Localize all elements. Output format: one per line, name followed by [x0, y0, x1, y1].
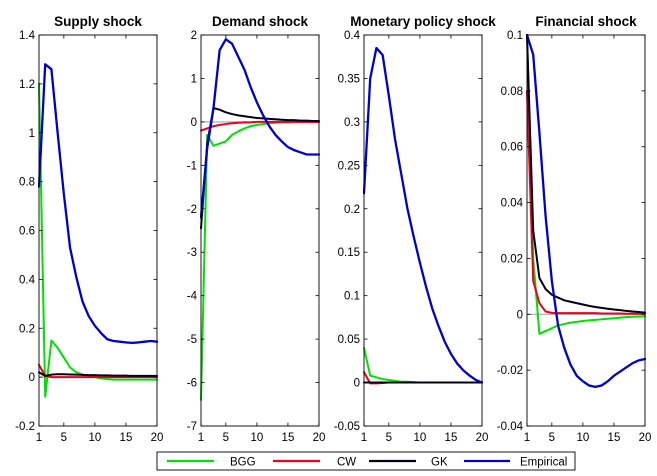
panel-financial-shock-xtick-label: 1	[524, 432, 530, 444]
panel-supply-shock-xtick-label: 10	[88, 432, 101, 444]
panel-monetary-policy-shock-series-empirical	[363, 46, 483, 384]
panel-financial-shock-series-bgg	[526, 34, 646, 335]
panel-monetary-policy-shock-series-group	[363, 46, 483, 385]
panel-supply-shock-series-gk	[38, 371, 158, 377]
legend-label-bgg: BGG	[230, 457, 256, 469]
panel-financial-shock-series-cw	[526, 89, 646, 315]
panel-supply-shock-ytick-label: 0.8	[19, 177, 35, 189]
panel-monetary-policy-shock-xtick-label: 15	[445, 432, 458, 444]
panel-supply-shock-ytick-label: 0.2	[19, 323, 35, 335]
panel-supply-shock-ytick-label: 0.6	[19, 226, 35, 238]
panel-demand-shock-ytick-label: -2	[187, 204, 197, 216]
panel-supply-shock-ytick-label: 0.4	[19, 274, 36, 286]
panel-demand-shock-xtick-label: 20	[313, 432, 326, 444]
panel-demand-shock-title: Demand shock	[212, 14, 309, 29]
panel-supply-shock-xtick-label: 5	[61, 432, 67, 444]
panel-monetary-policy-shock-xtick-label: 5	[386, 432, 392, 444]
panel-demand-shock-series-empirical	[200, 38, 320, 219]
panel-financial-shock-xtick-label: 10	[576, 432, 589, 444]
panel-monetary-policy-shock-ytick-label: 0.2	[344, 204, 360, 216]
panel-monetary-policy-shock-title: Monetary policy shock	[350, 14, 496, 29]
panel-monetary-policy-shock-xtick-label: 10	[413, 432, 426, 444]
panel-monetary-policy-shock-ytick-label: 0	[354, 378, 360, 390]
panel-demand-shock-xtick-label: 1	[198, 432, 204, 444]
panel-monetary-policy-shock-ytick-label: -0.05	[334, 421, 360, 433]
legend-label-gk: GK	[431, 457, 448, 469]
panel-demand-shock-ytick-label: -1	[187, 160, 197, 172]
panel-financial-shock-xtick-label: 15	[608, 432, 621, 444]
panel-financial-shock-ytick-label: 0.08	[501, 86, 523, 98]
panel-monetary-policy-shock-ytick-label: 0.05	[338, 334, 360, 346]
panel-supply-shock-ytick-label: -0.2	[15, 421, 35, 433]
panel-supply-shock-ytick-label: 1.4	[19, 30, 36, 42]
panel-demand-shock-plot-area	[201, 35, 319, 426]
panel-demand-shock-ytick-label: -5	[187, 334, 197, 346]
panel-financial-shock-series-gk	[526, 34, 646, 314]
panel-monetary-policy-shock-ytick-label: 0.15	[338, 247, 360, 259]
panel-demand-shock-ytick-label: -3	[187, 247, 197, 259]
panel-monetary-policy-shock-ytick-label: 0.3	[344, 117, 360, 129]
panel-demand-shock-series-cw	[200, 120, 320, 132]
panel-supply-shock-ytick-label: 1.2	[19, 79, 35, 91]
panel-financial-shock-ytick-label: -0.02	[497, 365, 523, 377]
panel-supply-shock-xtick-label: 15	[120, 432, 133, 444]
panel-demand-shock-axes-frame	[200, 34, 320, 427]
panel-monetary-policy-shock-ytick-label: 0.35	[338, 73, 360, 85]
panel-monetary-policy-shock-xtick-label: 20	[476, 432, 489, 444]
panel-financial-shock-ytick-label: 0.06	[501, 142, 523, 154]
panel-supply-shock-title: Supply shock	[54, 14, 142, 29]
panel-supply-shock-ytick-label: 0	[29, 372, 35, 384]
panel-monetary-policy-shock-ytick-label: 0.4	[344, 30, 361, 42]
panel-financial-shock-series-group	[526, 34, 646, 389]
panel-financial-shock-ytick-label: 0	[517, 309, 523, 321]
panel-demand-shock-series-gk	[200, 106, 320, 230]
panel-demand-shock-ytick-label: 0	[191, 117, 197, 129]
legend-label-empirical: Empirical	[520, 457, 567, 469]
panel-monetary-policy-shock-ytick-label: 0.1	[344, 291, 360, 303]
panel-supply-shock-series-empirical	[38, 63, 158, 345]
panel-monetary-policy-shock-ytick-label: 0.25	[338, 160, 360, 172]
panel-demand-shock-xtick-label: 5	[223, 432, 229, 444]
panel-monetary-policy-shock-plot-area	[364, 35, 482, 426]
panel-demand-shock-ytick-label: -7	[187, 421, 197, 433]
panel-demand-shock-ytick-label: 2	[191, 30, 197, 42]
panel-monetary-policy-shock: 1 5 10 15 20-0.0500.050.10.150.20.250.30.350…	[334, 14, 496, 444]
panel-monetary-policy-shock-axes-frame	[363, 34, 483, 427]
panel-financial-shock-ytick-label: 0.04	[501, 198, 524, 210]
panel-financial-shock-ytick-label: -0.04	[497, 421, 524, 433]
panel-demand-shock-ytick-label: -4	[187, 291, 198, 303]
panel-supply-shock-series-group	[38, 63, 158, 398]
legend-box	[156, 451, 576, 471]
panel-financial-shock-ytick-label: 0.02	[501, 253, 523, 265]
panel-financial-shock-xtick-label: 20	[639, 432, 652, 444]
panel-financial-shock-ytick-label: 0.1	[507, 30, 523, 42]
panel-supply-shock-plot-area	[39, 35, 157, 426]
panel-financial-shock-xtick-label: 5	[549, 432, 555, 444]
panel-demand-shock-xtick-label: 15	[282, 432, 295, 444]
panel-demand-shock-xtick-label: 10	[250, 432, 263, 444]
legend: BGG CW GK Empirical	[156, 451, 576, 471]
panel-supply-shock-xtick-label: 1	[36, 432, 42, 444]
panel-financial-shock-title: Financial shock	[535, 14, 637, 29]
panel-monetary-policy-shock-xtick-label: 1	[361, 432, 367, 444]
panel-financial-shock-series-empirical	[526, 34, 646, 389]
panel-financial-shock: 1 5 10 15 20-0.04-0.0200.020.040.060.080.1Fi…	[497, 14, 652, 444]
panel-demand-shock-ytick-label: -6	[187, 378, 197, 390]
panel-demand-shock-ytick-label: 1	[191, 73, 197, 85]
panel-supply-shock-ytick-label: 1	[29, 128, 35, 140]
panel-supply-shock-series-cw	[38, 363, 158, 379]
panel-supply-shock-xtick-label: 20	[151, 432, 164, 444]
panel-demand-shock-series-group	[200, 38, 320, 401]
legend-label-cw: CW	[337, 457, 356, 469]
panel-financial-shock-axes-frame	[526, 34, 646, 427]
